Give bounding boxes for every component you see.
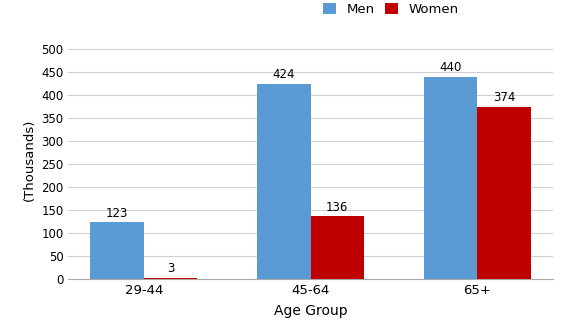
- Bar: [144, 278, 197, 279]
- Text: 374: 374: [493, 91, 515, 104]
- Bar: [257, 84, 311, 279]
- Text: 123: 123: [106, 207, 128, 219]
- X-axis label: Age Group: Age Group: [274, 304, 348, 318]
- Bar: [478, 107, 531, 279]
- Bar: [424, 77, 478, 279]
- Text: 440: 440: [439, 61, 462, 74]
- Text: 3: 3: [167, 262, 174, 275]
- Text: 136: 136: [326, 201, 348, 213]
- Y-axis label: (Thousands): (Thousands): [23, 118, 36, 201]
- Bar: [91, 222, 144, 279]
- Bar: [311, 216, 364, 279]
- Legend: Men, Women: Men, Women: [323, 3, 459, 17]
- Text: 424: 424: [272, 68, 295, 81]
